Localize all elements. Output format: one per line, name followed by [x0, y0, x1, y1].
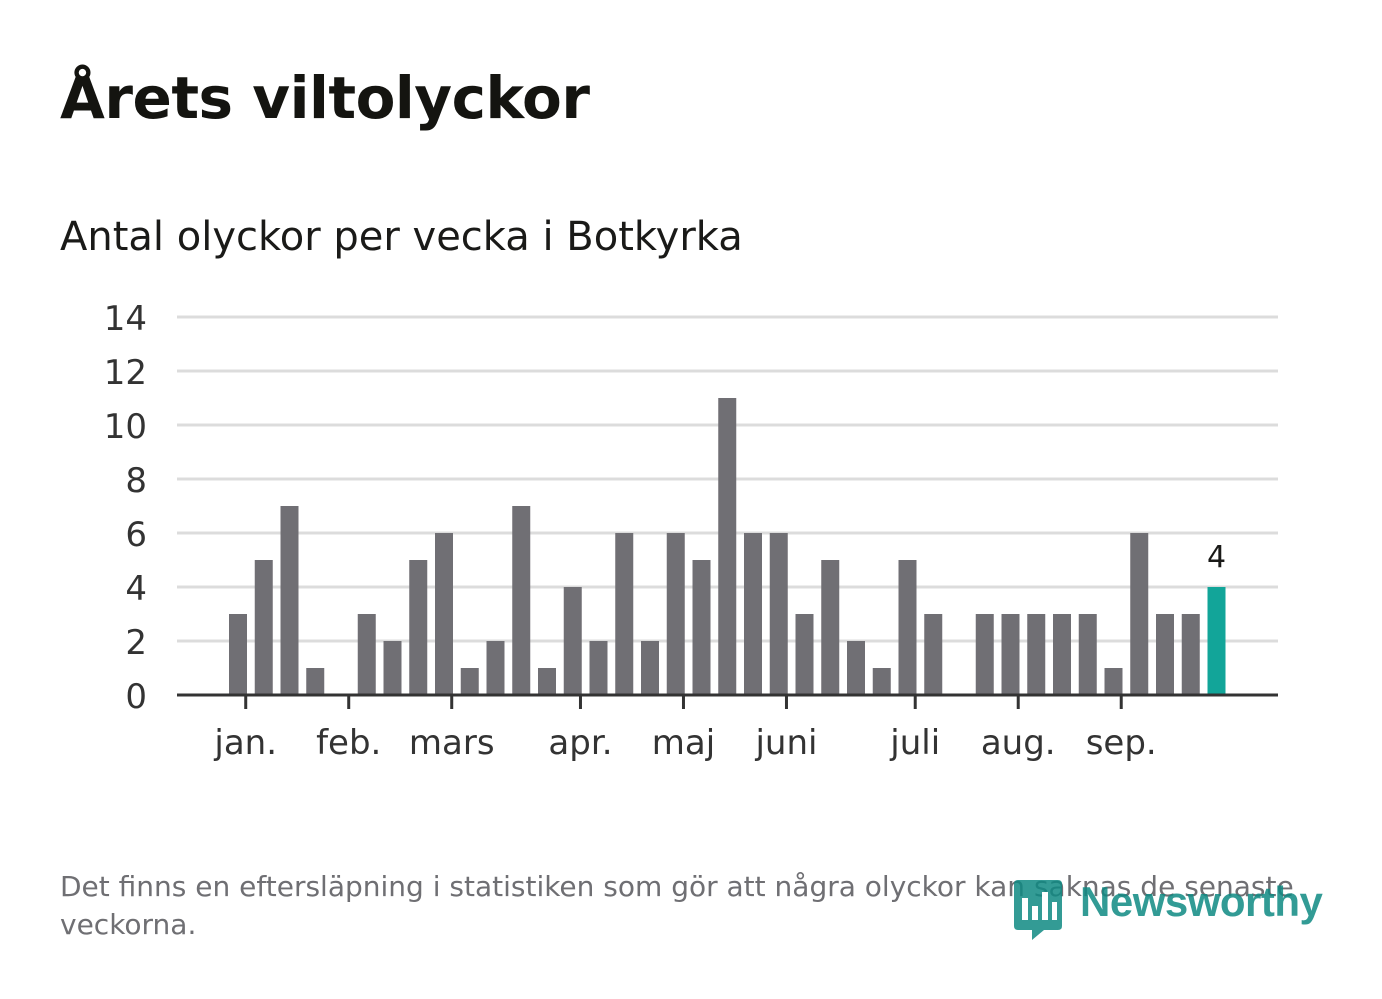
x-tick-label: feb. [316, 723, 381, 763]
data-labels: 4 [1207, 540, 1226, 575]
x-tick-label: apr. [548, 723, 612, 763]
x-tick-label: aug. [981, 723, 1056, 763]
x-tick-label: juli [889, 723, 940, 763]
y-tick-label: 4 [125, 569, 147, 609]
bar [563, 587, 582, 695]
bar [641, 641, 659, 695]
x-tick-label: juni [754, 723, 817, 763]
bar [460, 668, 479, 695]
bar [538, 668, 556, 695]
footnote: Det finns en eftersläpning i statistiken… [60, 870, 1294, 941]
bar [744, 533, 762, 695]
bar [847, 641, 865, 695]
data-label-last-week: 4 [1207, 540, 1226, 575]
bar [254, 560, 273, 695]
chart-title: Årets viltolyckor [60, 64, 590, 132]
newsworthy-logo-icon [1014, 880, 1062, 940]
bar [692, 560, 711, 695]
x-tick-label: sep. [1086, 723, 1157, 763]
y-tick-label: 6 [125, 515, 147, 555]
bar [280, 506, 299, 695]
y-tick-label: 2 [125, 623, 147, 663]
bar [898, 560, 917, 695]
y-tick-label: 14 [104, 299, 147, 339]
x-tick-label: mars [409, 723, 495, 763]
newsworthy-logo-text: Newsworthy [1080, 878, 1323, 925]
newsworthy-logo: Newsworthy [1010, 876, 1340, 946]
bar [821, 560, 840, 695]
bar [1130, 533, 1149, 695]
x-axis: jan. feb. mars apr. maj juni juli aug. sep. [177, 693, 1278, 763]
bar [666, 533, 685, 695]
bar [718, 398, 737, 695]
bar [924, 614, 943, 695]
x-tick-label: maj [652, 723, 715, 763]
bars [229, 398, 1226, 695]
bar [975, 614, 994, 695]
bar [306, 668, 325, 695]
bar [795, 614, 814, 695]
bar [512, 506, 531, 695]
bar [589, 641, 608, 695]
bar [1156, 614, 1174, 695]
bar [1104, 668, 1123, 695]
bar [1001, 614, 1020, 695]
y-tick-label: 8 [125, 461, 147, 501]
bar [1078, 614, 1097, 695]
bar [383, 641, 402, 695]
bar [1181, 614, 1200, 695]
x-tick-label: jan. [213, 723, 277, 763]
bar [769, 533, 788, 695]
y-tick-label: 12 [104, 353, 147, 393]
chart-subtitle: Antal olyckor per vecka i Botkyrka [60, 214, 743, 260]
bar [872, 668, 891, 695]
bar [357, 614, 376, 695]
bar [486, 641, 505, 695]
bar [409, 560, 428, 695]
bar [615, 533, 634, 695]
bar-chart: 0 2 4 6 8 10 12 14 jan. feb. mars apr. maj juni juli a… [104, 299, 1278, 763]
y-tick-label: 0 [125, 677, 147, 717]
bar [1053, 614, 1071, 695]
bar [229, 614, 247, 695]
y-axis-tick-labels: 0 2 4 6 8 10 12 14 [104, 299, 147, 717]
bar-highlighted [1207, 587, 1226, 695]
bar [435, 533, 453, 695]
bar [1027, 614, 1046, 695]
y-tick-label: 10 [104, 407, 147, 447]
